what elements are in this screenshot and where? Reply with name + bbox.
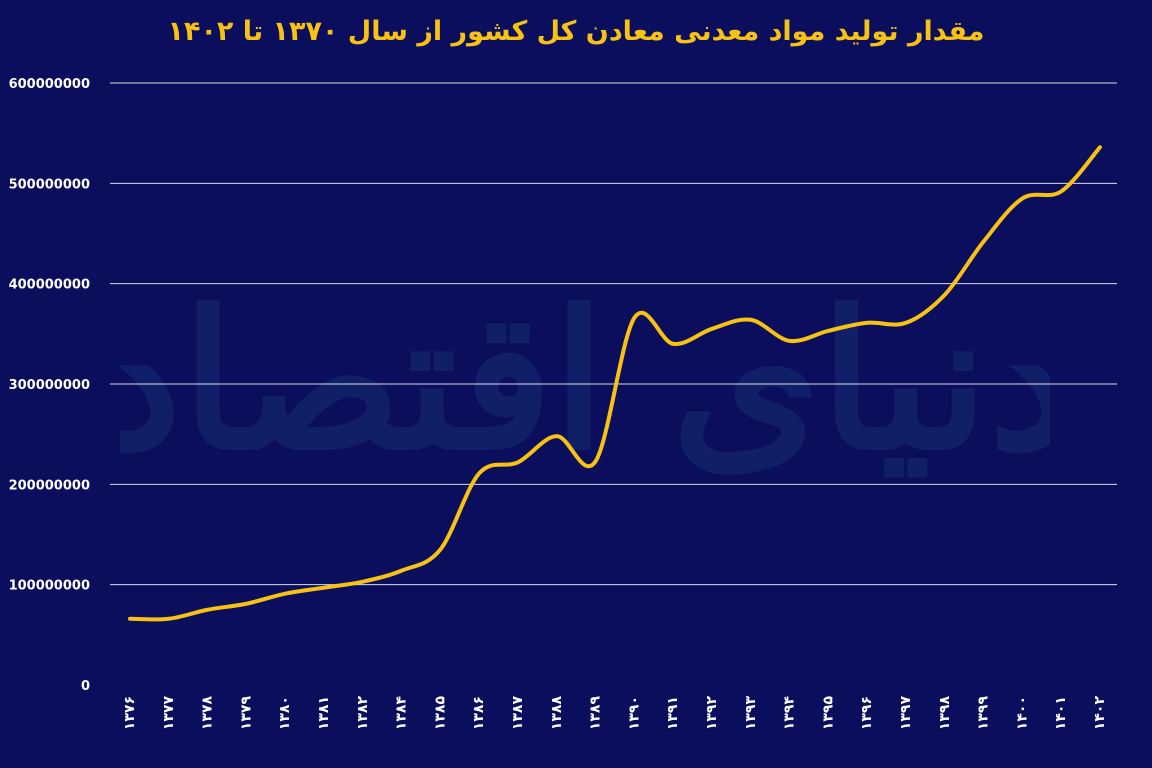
x-tick-label: ۱۴۰۲ (1092, 696, 1108, 731)
x-tick-label: ۱۳۷۹ (238, 696, 254, 731)
y-tick-label: 600000000 (9, 77, 90, 92)
x-tick-label: ۱۳۹۲ (704, 696, 720, 731)
data-point (904, 321, 908, 325)
data-point (1059, 189, 1063, 193)
data-point (710, 327, 714, 331)
x-tick-label: ۱۳۹۰ (626, 696, 642, 730)
data-point (1020, 196, 1024, 200)
data-point (632, 316, 636, 320)
x-tick-label: ۱۳۸۵ (432, 696, 448, 731)
data-point (749, 318, 753, 322)
data-point (206, 608, 210, 612)
data-point (1098, 145, 1102, 149)
data-point (400, 569, 404, 573)
x-tick-label: ۱۳۸۴ (394, 696, 410, 731)
data-point (788, 339, 792, 343)
x-tick-label: ۱۳۹۸ (937, 696, 953, 731)
x-tick-label: ۱۳۷۶ (122, 696, 138, 730)
data-point (555, 434, 559, 438)
x-tick-label: ۱۴۰۱ (1053, 696, 1069, 730)
y-tick-label: 200000000 (9, 478, 90, 493)
x-tick-label: ۱۳۹۴ (782, 696, 798, 731)
data-point (671, 342, 675, 346)
data-point (594, 459, 598, 463)
y-tick-label: 300000000 (9, 378, 90, 393)
data-point (128, 617, 132, 621)
series-line (128, 145, 1102, 622)
x-tick-label: ۱۳۷۸ (200, 696, 216, 731)
y-tick-label: 500000000 (9, 177, 90, 192)
data-point (865, 321, 869, 325)
y-tick-label: 100000000 (9, 579, 90, 594)
x-tick-label: ۱۳۸۷ (510, 696, 526, 731)
data-point (516, 460, 520, 464)
y-tick-label: 0 (81, 679, 90, 694)
data-point (982, 240, 986, 244)
data-point (244, 602, 248, 606)
x-tick-label: ۱۳۸۶ (471, 696, 487, 730)
data-point (477, 471, 481, 475)
x-tick-label: ۱۳۹۶ (859, 696, 875, 730)
data-point (826, 329, 830, 333)
x-tick-label: ۱۳۹۳ (743, 696, 759, 731)
data-point (361, 580, 365, 584)
data-point (283, 592, 287, 596)
x-tick-label: ۱۳۹۹ (976, 696, 992, 731)
x-tick-label: ۱۳۸۸ (549, 696, 565, 731)
x-tick-label: ۱۴۰۰ (1014, 696, 1030, 730)
x-tick-label: ۱۳۹۵ (820, 696, 836, 731)
x-tick-label: ۱۳۷۷ (161, 696, 177, 731)
data-point (322, 586, 326, 590)
x-tick-label: ۱۳۸۹ (588, 696, 604, 731)
x-tick-label: ۱۳۹۱ (665, 696, 681, 730)
x-tick-label: ۱۳۸۲ (355, 696, 371, 731)
chart-title: مقدار تولید مواد معدنی معادن کل کشور از … (167, 16, 985, 47)
x-tick-label: ۱۳۹۷ (898, 696, 914, 731)
y-tick-label: 400000000 (9, 278, 90, 293)
data-point (167, 617, 171, 621)
x-tick-label: ۱۳۸۱ (316, 696, 332, 730)
data-point (438, 548, 442, 552)
data-point (943, 293, 947, 297)
x-tick-label: ۱۳۸۰ (277, 696, 293, 730)
